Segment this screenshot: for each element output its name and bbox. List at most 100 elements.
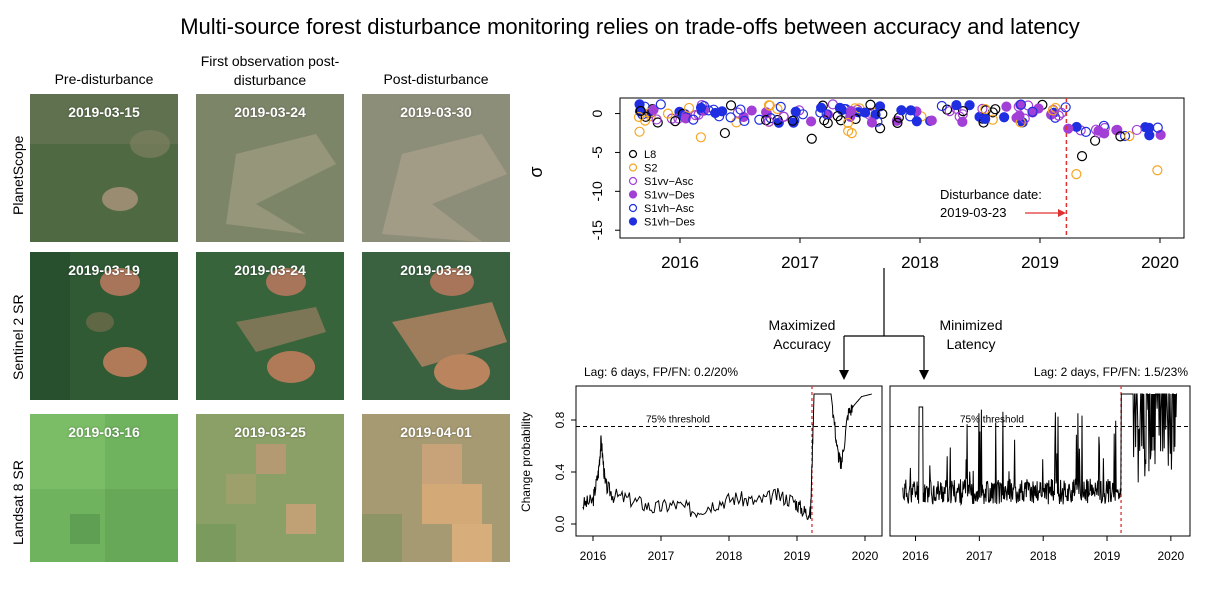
legend-marker bbox=[628, 149, 638, 159]
y-axis-label: Change probability bbox=[519, 412, 533, 512]
x-tick-label: 2020 bbox=[1141, 253, 1179, 272]
tile-date: 2019-03-30 bbox=[400, 104, 472, 120]
maximized-accuracy-label: Maximized Accuracy bbox=[768, 317, 836, 352]
satellite-image bbox=[362, 414, 510, 562]
tile-landsat8-pre: 2019-03-16 bbox=[30, 414, 178, 562]
x-tick-label: 2018 bbox=[901, 253, 939, 272]
tile-sentinel2-pre: 2019-03-19 bbox=[30, 252, 178, 400]
legend-label: S1vh−Des bbox=[644, 217, 696, 229]
probability-series bbox=[902, 393, 1177, 507]
tile-date: 2019-03-19 bbox=[68, 262, 140, 278]
disturbance-annotation-line2: 2019-03-23 bbox=[940, 205, 1007, 220]
tile-landsat8-post: 2019-04-01 bbox=[362, 414, 510, 562]
y-tick-label: 0.4 bbox=[553, 463, 567, 480]
x-tick-label: 2016 bbox=[661, 253, 699, 272]
satellite-image bbox=[30, 414, 178, 562]
satellite-image bbox=[196, 94, 344, 242]
data-point bbox=[703, 105, 714, 116]
data-point bbox=[639, 115, 651, 126]
y-tick-label: -15 bbox=[589, 220, 605, 240]
tile-date: 2019-03-29 bbox=[400, 262, 472, 278]
flow-connector bbox=[839, 268, 929, 380]
tile-sentinel2-post: 2019-03-29 bbox=[362, 252, 510, 400]
data-point bbox=[843, 125, 854, 137]
data-point bbox=[648, 104, 659, 115]
data-point bbox=[980, 103, 991, 115]
data-point bbox=[874, 101, 886, 112]
data-point bbox=[1015, 99, 1027, 110]
satellite-image bbox=[196, 252, 344, 400]
data-point bbox=[735, 104, 746, 115]
plot-frame bbox=[889, 385, 1191, 537]
data-point bbox=[1119, 130, 1131, 142]
data-point bbox=[865, 99, 876, 110]
data-point bbox=[842, 117, 854, 128]
data-point bbox=[951, 99, 962, 111]
satellite-image bbox=[362, 94, 510, 242]
data-point bbox=[763, 116, 775, 127]
legend-label: S1vv−Des bbox=[644, 190, 695, 202]
legend-label: L8 bbox=[644, 149, 656, 161]
data-point bbox=[1152, 165, 1163, 176]
tile-landsat8-first: 2019-03-25 bbox=[196, 414, 344, 562]
data-point bbox=[936, 100, 947, 112]
satellite-image bbox=[30, 94, 178, 242]
data-point bbox=[1076, 151, 1088, 162]
data-point bbox=[1080, 126, 1092, 137]
data-point bbox=[775, 101, 786, 112]
data-point bbox=[846, 105, 857, 117]
data-point bbox=[778, 111, 789, 122]
data-point bbox=[725, 112, 736, 123]
data-point bbox=[688, 114, 699, 125]
x-tick-label: 2017 bbox=[966, 549, 993, 563]
left-panel-title: Lag: 6 days, FP/FN: 0.2/20% bbox=[584, 365, 739, 379]
row-label-planetscope: PlanetScope bbox=[10, 135, 26, 215]
legend-marker bbox=[628, 217, 638, 226]
x-tick-label: 2020 bbox=[1157, 549, 1184, 563]
data-point bbox=[1131, 124, 1142, 136]
y-tick-label: -5 bbox=[589, 146, 605, 159]
data-point bbox=[957, 116, 968, 128]
data-point bbox=[905, 111, 916, 122]
data-point bbox=[926, 115, 937, 126]
y-axis-label: σ bbox=[526, 166, 546, 177]
x-tick-label: 2019 bbox=[1094, 549, 1121, 563]
data-point bbox=[662, 108, 674, 119]
x-tick-label: 2017 bbox=[781, 253, 819, 272]
legend-marker bbox=[628, 176, 638, 186]
data-point bbox=[806, 116, 817, 127]
data-point bbox=[754, 114, 765, 125]
annotation-arrowhead bbox=[1058, 209, 1066, 217]
data-point bbox=[634, 126, 645, 137]
legend-label: S1vv−Asc bbox=[644, 176, 694, 188]
tile-date: 2019-03-16 bbox=[68, 424, 140, 440]
data-point bbox=[655, 99, 666, 110]
figure-title: Multi-source forest disturbance monitori… bbox=[180, 14, 1080, 39]
column-header-post: Post-disturbance bbox=[383, 71, 489, 87]
row-label-sentinel2: Sentinel 2 SR bbox=[10, 294, 26, 380]
data-point bbox=[1071, 169, 1082, 180]
data-point bbox=[739, 115, 750, 127]
data-point bbox=[896, 105, 907, 116]
data-point bbox=[1144, 122, 1155, 133]
data-point bbox=[877, 108, 888, 119]
data-point bbox=[1001, 101, 1012, 112]
data-point bbox=[760, 115, 772, 126]
column-header-pre: Pre-disturbance bbox=[54, 71, 154, 87]
x-tick-label: 2016 bbox=[902, 549, 929, 563]
data-point bbox=[860, 107, 871, 118]
threshold-label: 75% threshold bbox=[646, 415, 710, 426]
satellite-image bbox=[30, 252, 178, 400]
sigma-time-series-chart: σ 0-5-10-15 2016 2017 2018 2019 2020 L8S2S1v… bbox=[526, 97, 1185, 272]
data-point bbox=[892, 117, 903, 128]
plot-frame bbox=[619, 97, 1185, 239]
column-header-first: First observation post-disturbance bbox=[200, 53, 340, 88]
data-point bbox=[680, 113, 691, 124]
data-point bbox=[832, 111, 843, 122]
tile-planetscope-post: 2019-03-30 bbox=[362, 94, 510, 242]
data-point bbox=[633, 111, 645, 123]
disturbance-annotation-line1: Disturbance date: bbox=[940, 187, 1042, 202]
tile-date: 2019-03-25 bbox=[234, 424, 306, 440]
data-point bbox=[1053, 110, 1064, 121]
y-tick-label: 0.8 bbox=[553, 411, 567, 428]
